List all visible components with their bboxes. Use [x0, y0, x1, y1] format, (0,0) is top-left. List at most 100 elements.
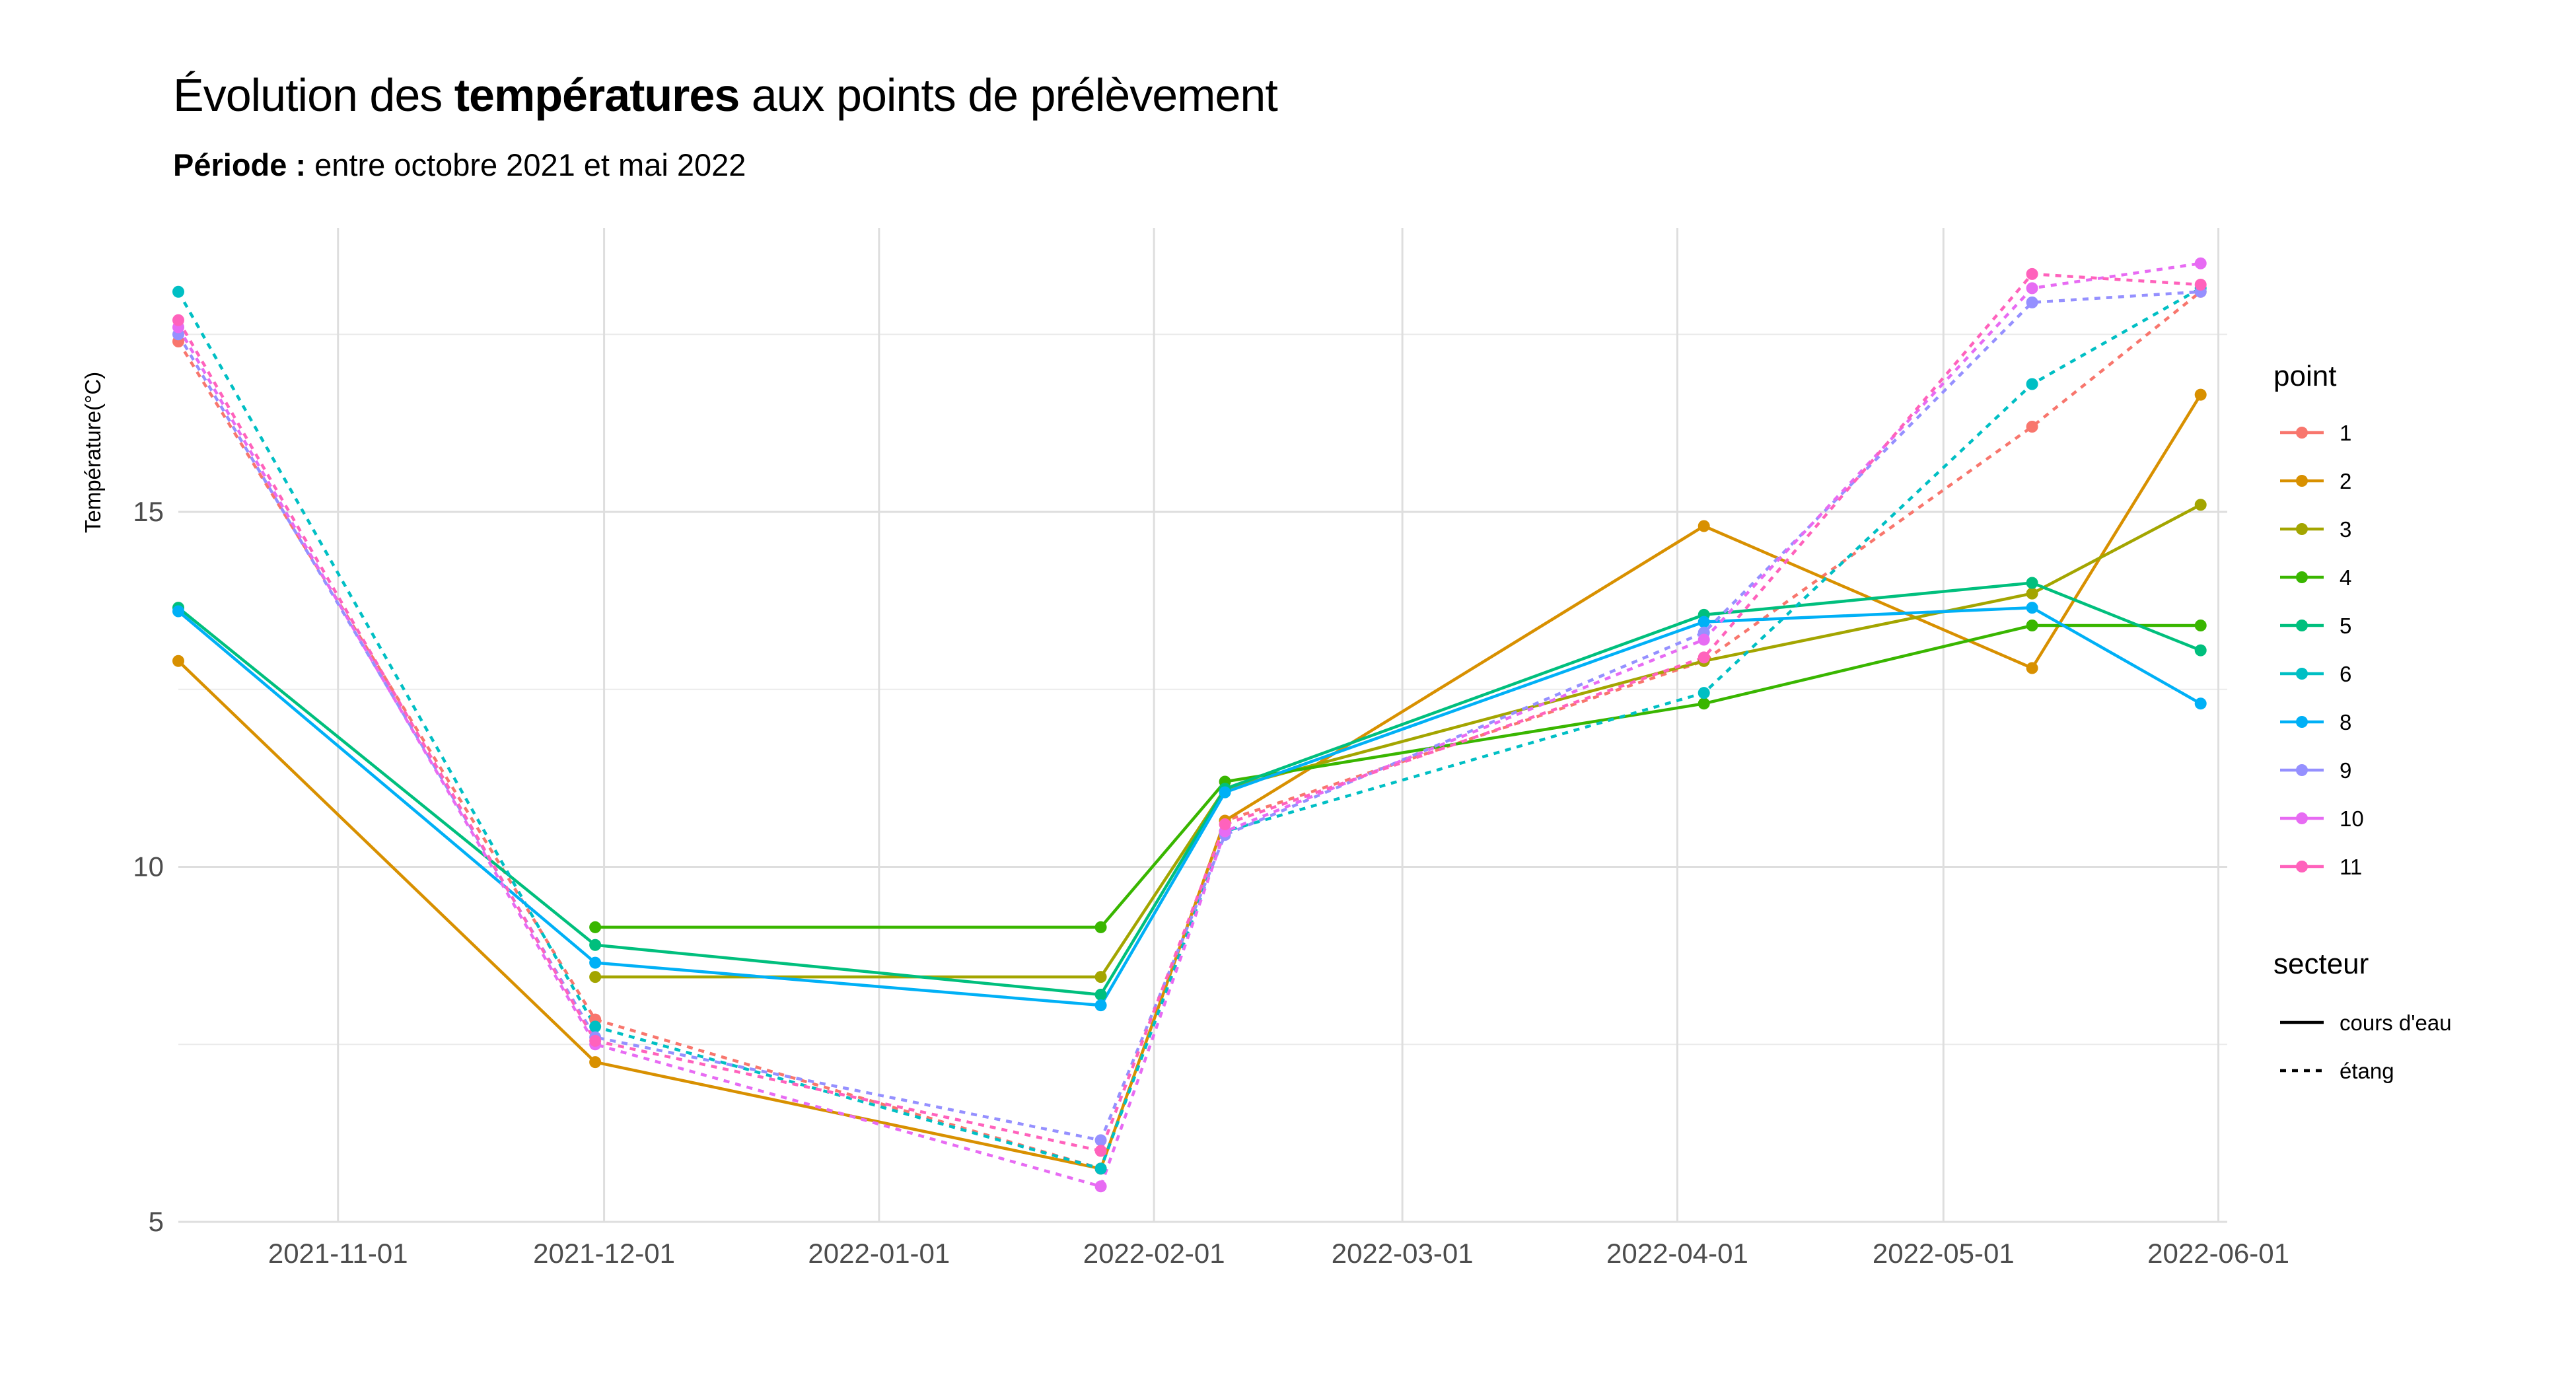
legend-label-4: 4: [2340, 565, 2351, 590]
legend-secteur-label-etang: étang: [2340, 1059, 2394, 1083]
data-point-10: [2194, 257, 2207, 269]
series-lines: [177, 262, 2202, 1188]
data-point-11: [172, 314, 184, 326]
legend-key-point-3: [2296, 523, 2308, 535]
legend-label-1: 1: [2340, 421, 2351, 445]
series-line-11: [177, 272, 2201, 1153]
y-axis-title: Température(°C): [81, 372, 105, 533]
data-point-11: [1219, 818, 1231, 830]
data-point-4: [2026, 620, 2038, 631]
y-tick-label: 10: [133, 851, 164, 882]
data-point-6: [1094, 1162, 1107, 1175]
x-tick-label: 2022-02-01: [1083, 1238, 1225, 1269]
series-line-3: [595, 503, 2201, 979]
grid: [178, 228, 2227, 1223]
x-tick-label: 2022-03-01: [1332, 1238, 1474, 1269]
series-line-9: [177, 290, 2201, 1142]
series-line-8: [177, 606, 2201, 1007]
x-tick-label: 2022-06-01: [2147, 1238, 2289, 1269]
data-point-4: [1698, 697, 1710, 710]
legend-label-2: 2: [2340, 469, 2351, 493]
data-point-5: [2194, 644, 2207, 657]
title-prefix: Évolution des: [173, 69, 454, 121]
data-point-3: [2194, 499, 2207, 511]
data-point-11: [2026, 267, 2038, 280]
legend-key-point-8: [2296, 716, 2308, 728]
data-point-3: [1094, 971, 1107, 983]
y-tick-label: 5: [149, 1206, 164, 1237]
data-point-6: [1698, 687, 1710, 699]
legend-key-point-4: [2296, 571, 2308, 583]
data-point-3: [589, 971, 602, 983]
legend-key-point-1: [2296, 427, 2308, 439]
legend-label-8: 8: [2340, 710, 2351, 734]
title-bold: températures: [454, 69, 740, 121]
data-point-6: [172, 285, 184, 298]
data-point-5: [2026, 577, 2038, 589]
data-point-10: [1698, 633, 1710, 646]
data-point-11: [1094, 1145, 1107, 1157]
axes: 5 10 15 2021-11-01 2021-12-01 2022-01-01 2022-…: [81, 372, 2289, 1269]
series-line-1: [177, 290, 2202, 1170]
subtitle-bold: Période :: [173, 147, 306, 182]
chart-subtitle: Période : entre octobre 2021 et mai 2022: [173, 147, 746, 183]
legend-label-10: 10: [2340, 806, 2364, 831]
legend-point-title: point: [2273, 360, 2336, 392]
x-tick-label: 2021-12-01: [533, 1238, 675, 1269]
data-point-2: [589, 1056, 602, 1069]
series-points: [172, 257, 2207, 1193]
legend-key-point-5: [2296, 620, 2308, 631]
series-line-10: [177, 262, 2201, 1188]
series-line-6: [177, 287, 2201, 1170]
data-point-8: [172, 605, 184, 618]
legend-secteur-label-cours: cours d'eau: [2340, 1011, 2452, 1035]
data-point-3: [2026, 587, 2038, 600]
data-point-5: [1094, 989, 1107, 1001]
data-point-9: [2026, 296, 2038, 308]
data-point-10: [2026, 282, 2038, 295]
series-line-5: [177, 581, 2201, 997]
data-point-2: [2194, 388, 2207, 401]
data-point-10: [1094, 1180, 1107, 1193]
subtitle-rest: entre octobre 2021 et mai 2022: [306, 147, 746, 182]
legend-key-point-6: [2296, 668, 2308, 680]
data-point-6: [589, 1020, 602, 1033]
data-point-8: [1698, 616, 1710, 628]
data-point-1: [2026, 421, 2038, 433]
legend-key-point-11: [2296, 861, 2308, 872]
legend-label-3: 3: [2340, 517, 2351, 542]
title-suffix: aux points de prélèvement: [739, 69, 1278, 121]
data-point-4: [1094, 921, 1107, 933]
data-point-11: [2194, 279, 2207, 291]
legend-label-9: 9: [2340, 758, 2351, 783]
data-point-5: [589, 939, 602, 951]
data-point-8: [1094, 999, 1107, 1012]
data-point-2: [172, 655, 184, 667]
data-point-9: [1094, 1134, 1107, 1147]
data-point-6: [2026, 378, 2038, 390]
x-tick-label: 2021-11-01: [268, 1238, 408, 1269]
data-point-2: [2026, 662, 2038, 674]
legend-label-6: 6: [2340, 662, 2351, 686]
legend-key-point-2: [2296, 475, 2308, 487]
legend-label-5: 5: [2340, 614, 2351, 638]
chart-title: Évolution des températures aux points de…: [173, 69, 1278, 122]
data-point-4: [2194, 620, 2207, 631]
data-point-8: [589, 956, 602, 969]
x-tick-label: 2022-05-01: [1873, 1238, 2015, 1269]
data-point-8: [2026, 602, 2038, 614]
y-tick-label: 15: [133, 496, 164, 527]
legend-label-11: 11: [2340, 855, 2362, 879]
data-point-2: [1698, 520, 1710, 532]
x-tick-label: 2022-01-01: [808, 1238, 950, 1269]
series-line-2: [177, 394, 2202, 1170]
data-point-11: [1698, 651, 1710, 664]
legend-key-point-10: [2296, 812, 2308, 824]
data-point-4: [589, 921, 602, 933]
series-line-4: [595, 623, 2201, 929]
x-tick-label: 2022-04-01: [1606, 1238, 1748, 1269]
legend: point 1 2 3 4 5 6 8 9 10 11 secteur cours d'eau étang: [2273, 360, 2452, 1083]
data-point-11: [589, 1034, 602, 1047]
legend-key-point-9: [2296, 764, 2308, 776]
